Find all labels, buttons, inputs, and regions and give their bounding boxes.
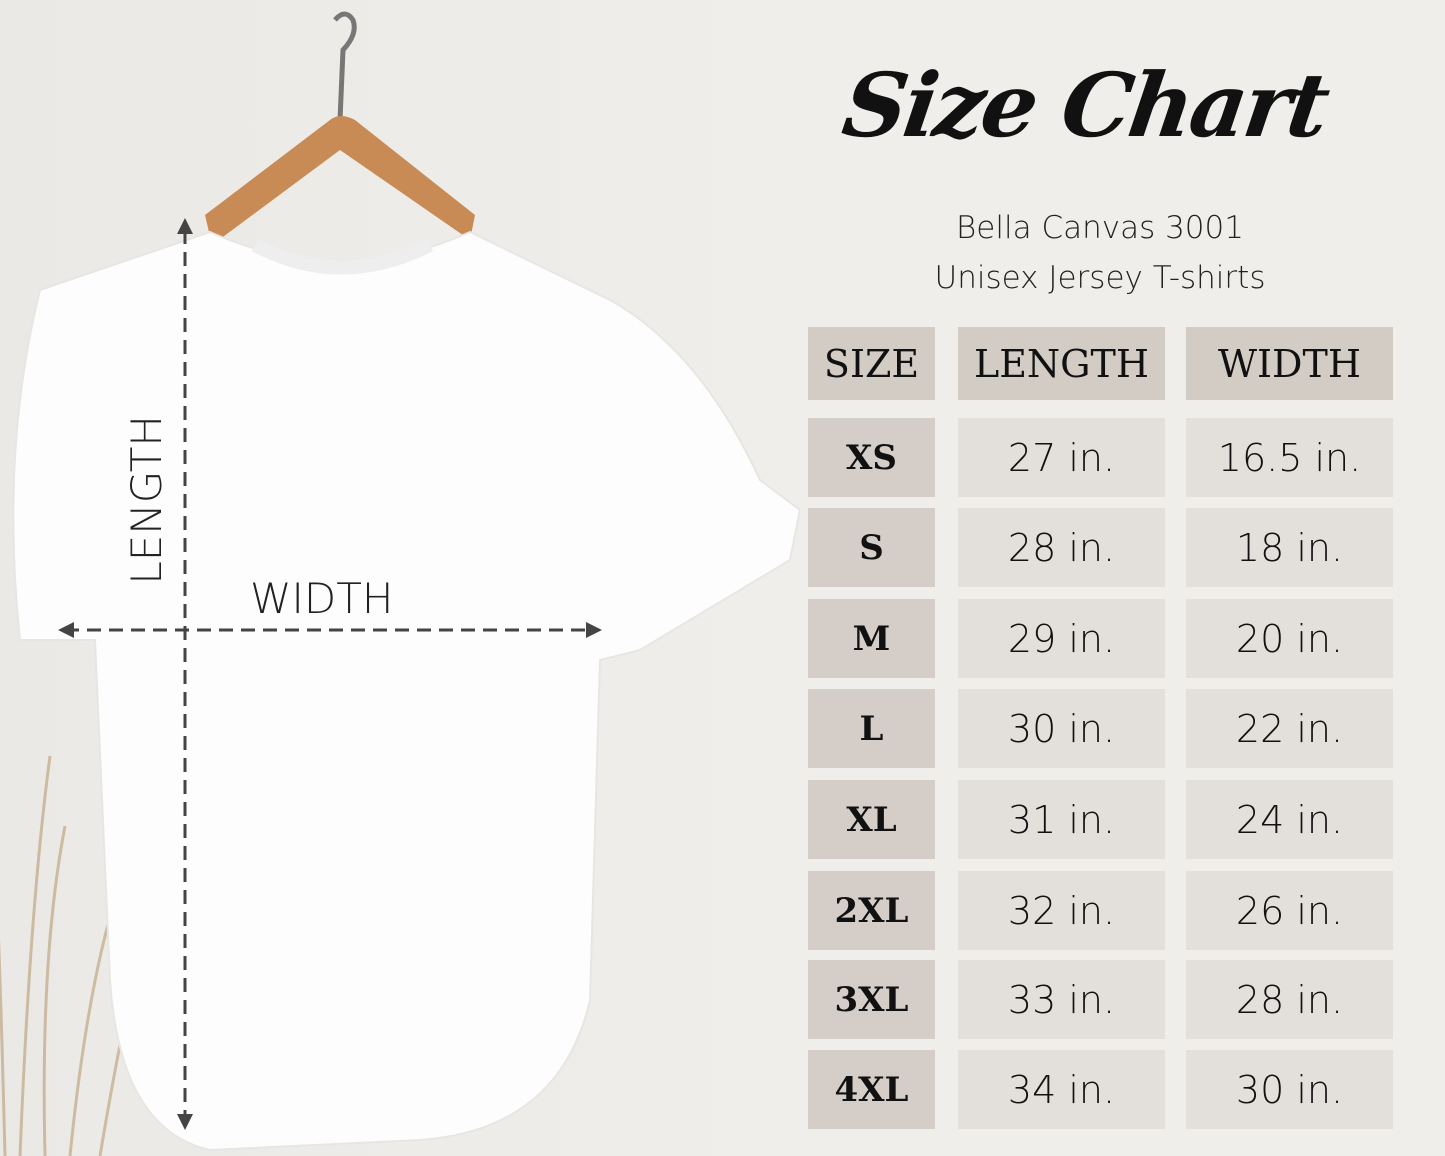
table-cell-length: 34 in. [958,1050,1165,1129]
table-cell-size: XL [808,780,935,859]
table-cell-size: XS [808,418,935,497]
table-cell-length: 31 in. [958,780,1165,859]
table-cell-width: 28 in. [1186,960,1393,1039]
table-cell-width: 18 in. [1186,508,1393,587]
table-cell-size: L [808,689,935,768]
table-cell-length: 27 in. [958,418,1165,497]
header-width: WIDTH [1186,327,1393,400]
table-cell-size: M [808,599,935,678]
table-cell-length: 30 in. [958,689,1165,768]
table-cell-width: 26 in. [1186,871,1393,950]
table-cell-size: 4XL [808,1050,935,1129]
table-cell-length: 32 in. [958,871,1165,950]
hanger-icon [205,11,475,245]
width-label: WIDTH [250,574,394,623]
subtitle-product: Unisex Jersey T-shirts [934,260,1266,296]
tshirt-photo [0,0,800,1156]
table-cell-length: 33 in. [958,960,1165,1039]
length-arrow [65,230,595,1120]
table-cell-width: 22 in. [1186,689,1393,768]
table-cell-width: 30 in. [1186,1050,1393,1129]
subtitle-brand: Bella Canvas 3001 [956,210,1244,246]
header-length: LENGTH [958,327,1165,400]
length-label: LENGTH [122,415,171,585]
table-cell-length: 29 in. [958,599,1165,678]
table-cell-size: 2XL [808,871,935,950]
tshirt-icon [12,230,800,1152]
page-title: Size Chart [836,53,1334,157]
table-cell-width: 24 in. [1186,780,1393,859]
table-cell-length: 28 in. [958,508,1165,587]
table-cell-width: 16.5 in. [1186,418,1393,497]
header-size: SIZE [808,327,935,400]
table-cell-size: 3XL [808,960,935,1039]
table-cell-width: 20 in. [1186,599,1393,678]
table-cell-size: S [808,508,935,587]
